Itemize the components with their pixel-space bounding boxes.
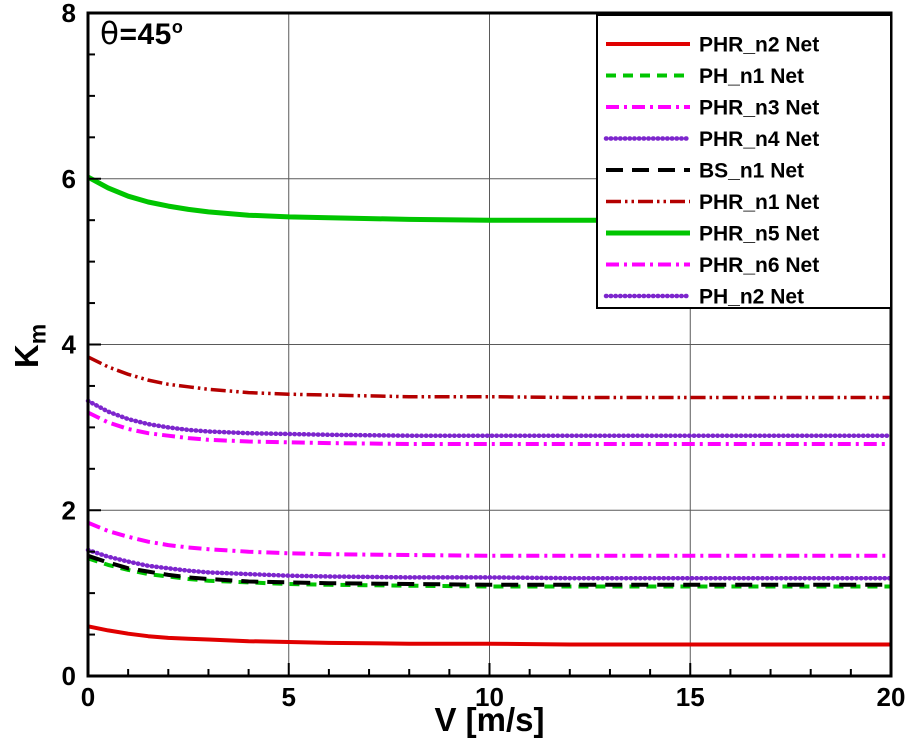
grid-lines: [88, 13, 891, 676]
curve-bs-n1-net: [87, 553, 891, 587]
y-axis-label-subscript: m: [24, 323, 51, 345]
x-tick-label: 0: [81, 682, 95, 712]
curve-ph-n2-net: [85, 398, 894, 438]
legend-entry: PHR_n3 Net: [606, 97, 819, 120]
x-tick-label: 10: [475, 682, 504, 712]
legend-label: PHR_n1 Net: [699, 191, 819, 214]
curve-phr-n1-net: [87, 355, 891, 400]
degree-superscript: o: [171, 17, 184, 37]
theta-symbol: θ: [100, 16, 120, 52]
curve-phr-n3-net: [87, 520, 891, 558]
y-tick-label: 6: [62, 164, 76, 194]
legend-entry: BS_n1 Net: [606, 160, 804, 183]
y-tick-label: 8: [62, 0, 76, 28]
legend-label: PHR_n6 Net: [699, 254, 819, 277]
y-axis-label-main: K: [8, 344, 45, 369]
y-tick-label: 4: [62, 330, 77, 360]
legend-label: PHR_n4 Net: [699, 128, 819, 151]
y-tick-label: 2: [62, 495, 76, 525]
x-tick-label: 20: [877, 682, 906, 712]
tick-labels: 0 5 10 15 20 0 2 4 6 8: [62, 0, 906, 712]
legend-label: PHR_n5 Net: [699, 223, 819, 246]
x-tick-label: 5: [282, 682, 296, 712]
legend: PHR_n2 Net PH_n1 Net PHR_n3 Net PHR_n4 Net B…: [596, 14, 892, 309]
legend-label: PH_n1 Net: [699, 65, 804, 88]
y-tick-label: 0: [62, 661, 76, 691]
legend-entry: PHR_n6 Net: [606, 254, 819, 277]
legend-label: PHR_n3 Net: [699, 97, 819, 120]
legend-box: [596, 14, 892, 309]
curve-phr-n2-net: [87, 624, 891, 647]
legend-entry: PHR_n4 Net: [603, 128, 819, 151]
legend-label: BS_n1 Net: [699, 160, 804, 183]
legend-entry: PH_n2 Net: [603, 286, 804, 309]
legend-label: PH_n2 Net: [699, 286, 804, 309]
x-tick-label: 15: [676, 682, 705, 712]
legend-label: PHR_n2 Net: [699, 34, 819, 57]
x-axis-label: V [m/s]: [434, 701, 545, 738]
curve-ph-n1-net: [87, 556, 891, 589]
legend-entry: PH_n1 Net: [606, 65, 804, 88]
legend-entry: PHR_n1 Net: [606, 191, 819, 214]
curve-phr-n6-net: [87, 410, 891, 446]
theta-annotation: θ=45o: [100, 16, 183, 52]
axis-ticks: [87, 12, 892, 677]
curve-phr-n4-net: [85, 547, 894, 581]
theta-value: =45: [119, 18, 172, 51]
y-axis-label: Km: [8, 324, 51, 369]
legend-entry: PHR_n2 Net: [606, 34, 819, 57]
legend-entry: PHR_n5 Net: [606, 223, 819, 246]
curves: [85, 174, 894, 647]
